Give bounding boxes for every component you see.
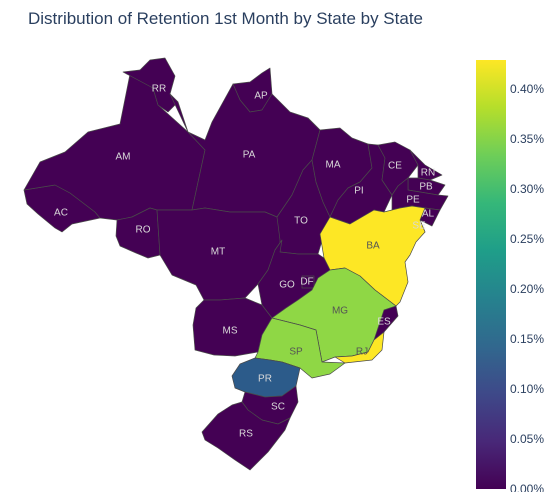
state-ba[interactable]: [319, 205, 426, 307]
state-es[interactable]: [373, 305, 399, 341]
colorbar-tick-label: 0.10%: [510, 382, 544, 396]
state-label-ce: CE: [388, 161, 402, 172]
colorbar-tick-label: 0.25%: [510, 232, 544, 246]
state-label-al: AL: [422, 209, 435, 220]
state-label-pb: PB: [419, 182, 433, 193]
state-label-pe: PE: [406, 195, 420, 206]
state-label-am: AM: [116, 152, 131, 163]
colorbar-tick-label: 0.20%: [510, 282, 544, 296]
state-rs[interactable]: [201, 401, 291, 471]
state-label-ac: AC: [54, 208, 68, 219]
state-label-sp: SP: [289, 347, 303, 358]
state-label-ba: BA: [366, 241, 380, 252]
state-label-rj: RJ: [356, 347, 368, 358]
state-ro[interactable]: [115, 207, 161, 259]
state-label-ms: MS: [223, 326, 238, 337]
state-label-df: DF: [300, 277, 313, 288]
state-label-se: SE: [412, 221, 426, 232]
state-rj[interactable]: [334, 331, 385, 364]
colorbar-tick-label: 0.30%: [510, 182, 544, 196]
state-label-mt: MT: [211, 247, 225, 258]
state-label-pi: PI: [354, 186, 363, 197]
states-layer: [23, 57, 449, 471]
state-label-es: ES: [377, 317, 391, 328]
state-label-go: GO: [279, 280, 295, 291]
colorbar-gradient: [476, 60, 506, 489]
state-label-rn: RN: [421, 168, 435, 179]
colorbar-tick-label: 0.15%: [510, 332, 544, 346]
state-label-ma: MA: [326, 160, 341, 171]
state-label-to: TO: [294, 216, 308, 227]
state-label-mg: MG: [332, 306, 348, 317]
colorbar-tick-label: 0.00%: [510, 482, 544, 492]
colorbar: 0.40% 0.35% 0.30% 0.25% 0.20% 0.15% 0.10% 0.05%…: [476, 60, 544, 492]
map-title: Distribution of Retention 1st Month by S…: [28, 9, 423, 28]
colorbar-ticks: 0.40% 0.35% 0.30% 0.25% 0.20% 0.15% 0.10% 0.05%…: [510, 82, 544, 492]
colorbar-tick-label: 0.05%: [510, 432, 544, 446]
state-label-pa: PA: [243, 150, 256, 161]
state-label-sc: SC: [271, 402, 285, 413]
colorbar-tick-label: 0.35%: [510, 132, 544, 146]
state-label-pr: PR: [258, 374, 272, 385]
state-label-rr: RR: [152, 84, 166, 95]
state-label-rs: RS: [239, 429, 253, 440]
state-label-ro: RO: [136, 225, 151, 236]
colorbar-tick-label: 0.40%: [510, 82, 544, 96]
state-label-ap: AP: [254, 91, 268, 102]
